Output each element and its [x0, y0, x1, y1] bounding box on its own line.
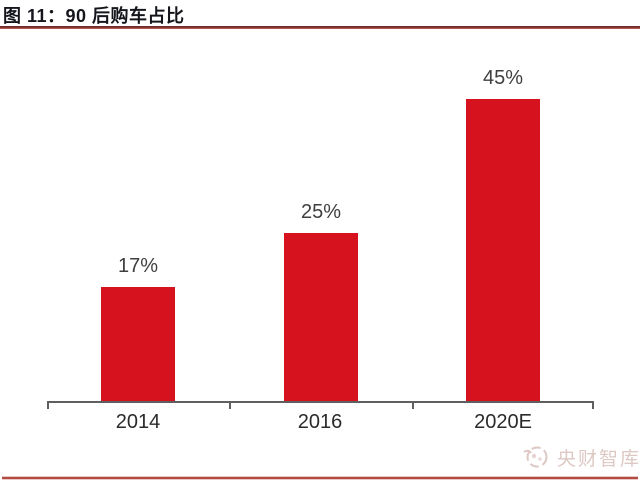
x-axis-tick: [229, 401, 232, 409]
category-label: 2016: [297, 411, 343, 433]
bar-2016: [284, 233, 358, 401]
category-label: 2020E: [474, 411, 532, 433]
x-axis-tick: [47, 401, 49, 409]
title-underline-rule: [0, 26, 640, 29]
bar-chart-plot-area: 17% 2014 25% 2016 45% 2020E: [0, 28, 640, 448]
category-label: 2014: [115, 411, 161, 433]
bar-2014: [101, 287, 175, 401]
figure-title: 图 11：90 后购车占比: [3, 6, 185, 26]
yangcai-logo-icon: [523, 446, 548, 468]
bottom-border-rule: [2, 477, 638, 479]
x-axis-tick: [592, 401, 594, 409]
bar-2020E: [466, 99, 540, 401]
x-axis-tick: [411, 401, 414, 409]
watermark: 央财智库: [521, 443, 640, 471]
value-label: 25%: [300, 201, 342, 223]
value-label: 45%: [482, 67, 524, 89]
value-label: 17%: [117, 255, 159, 277]
x-axis-line: [47, 401, 594, 403]
watermark-text: 央财智库: [557, 448, 640, 470]
